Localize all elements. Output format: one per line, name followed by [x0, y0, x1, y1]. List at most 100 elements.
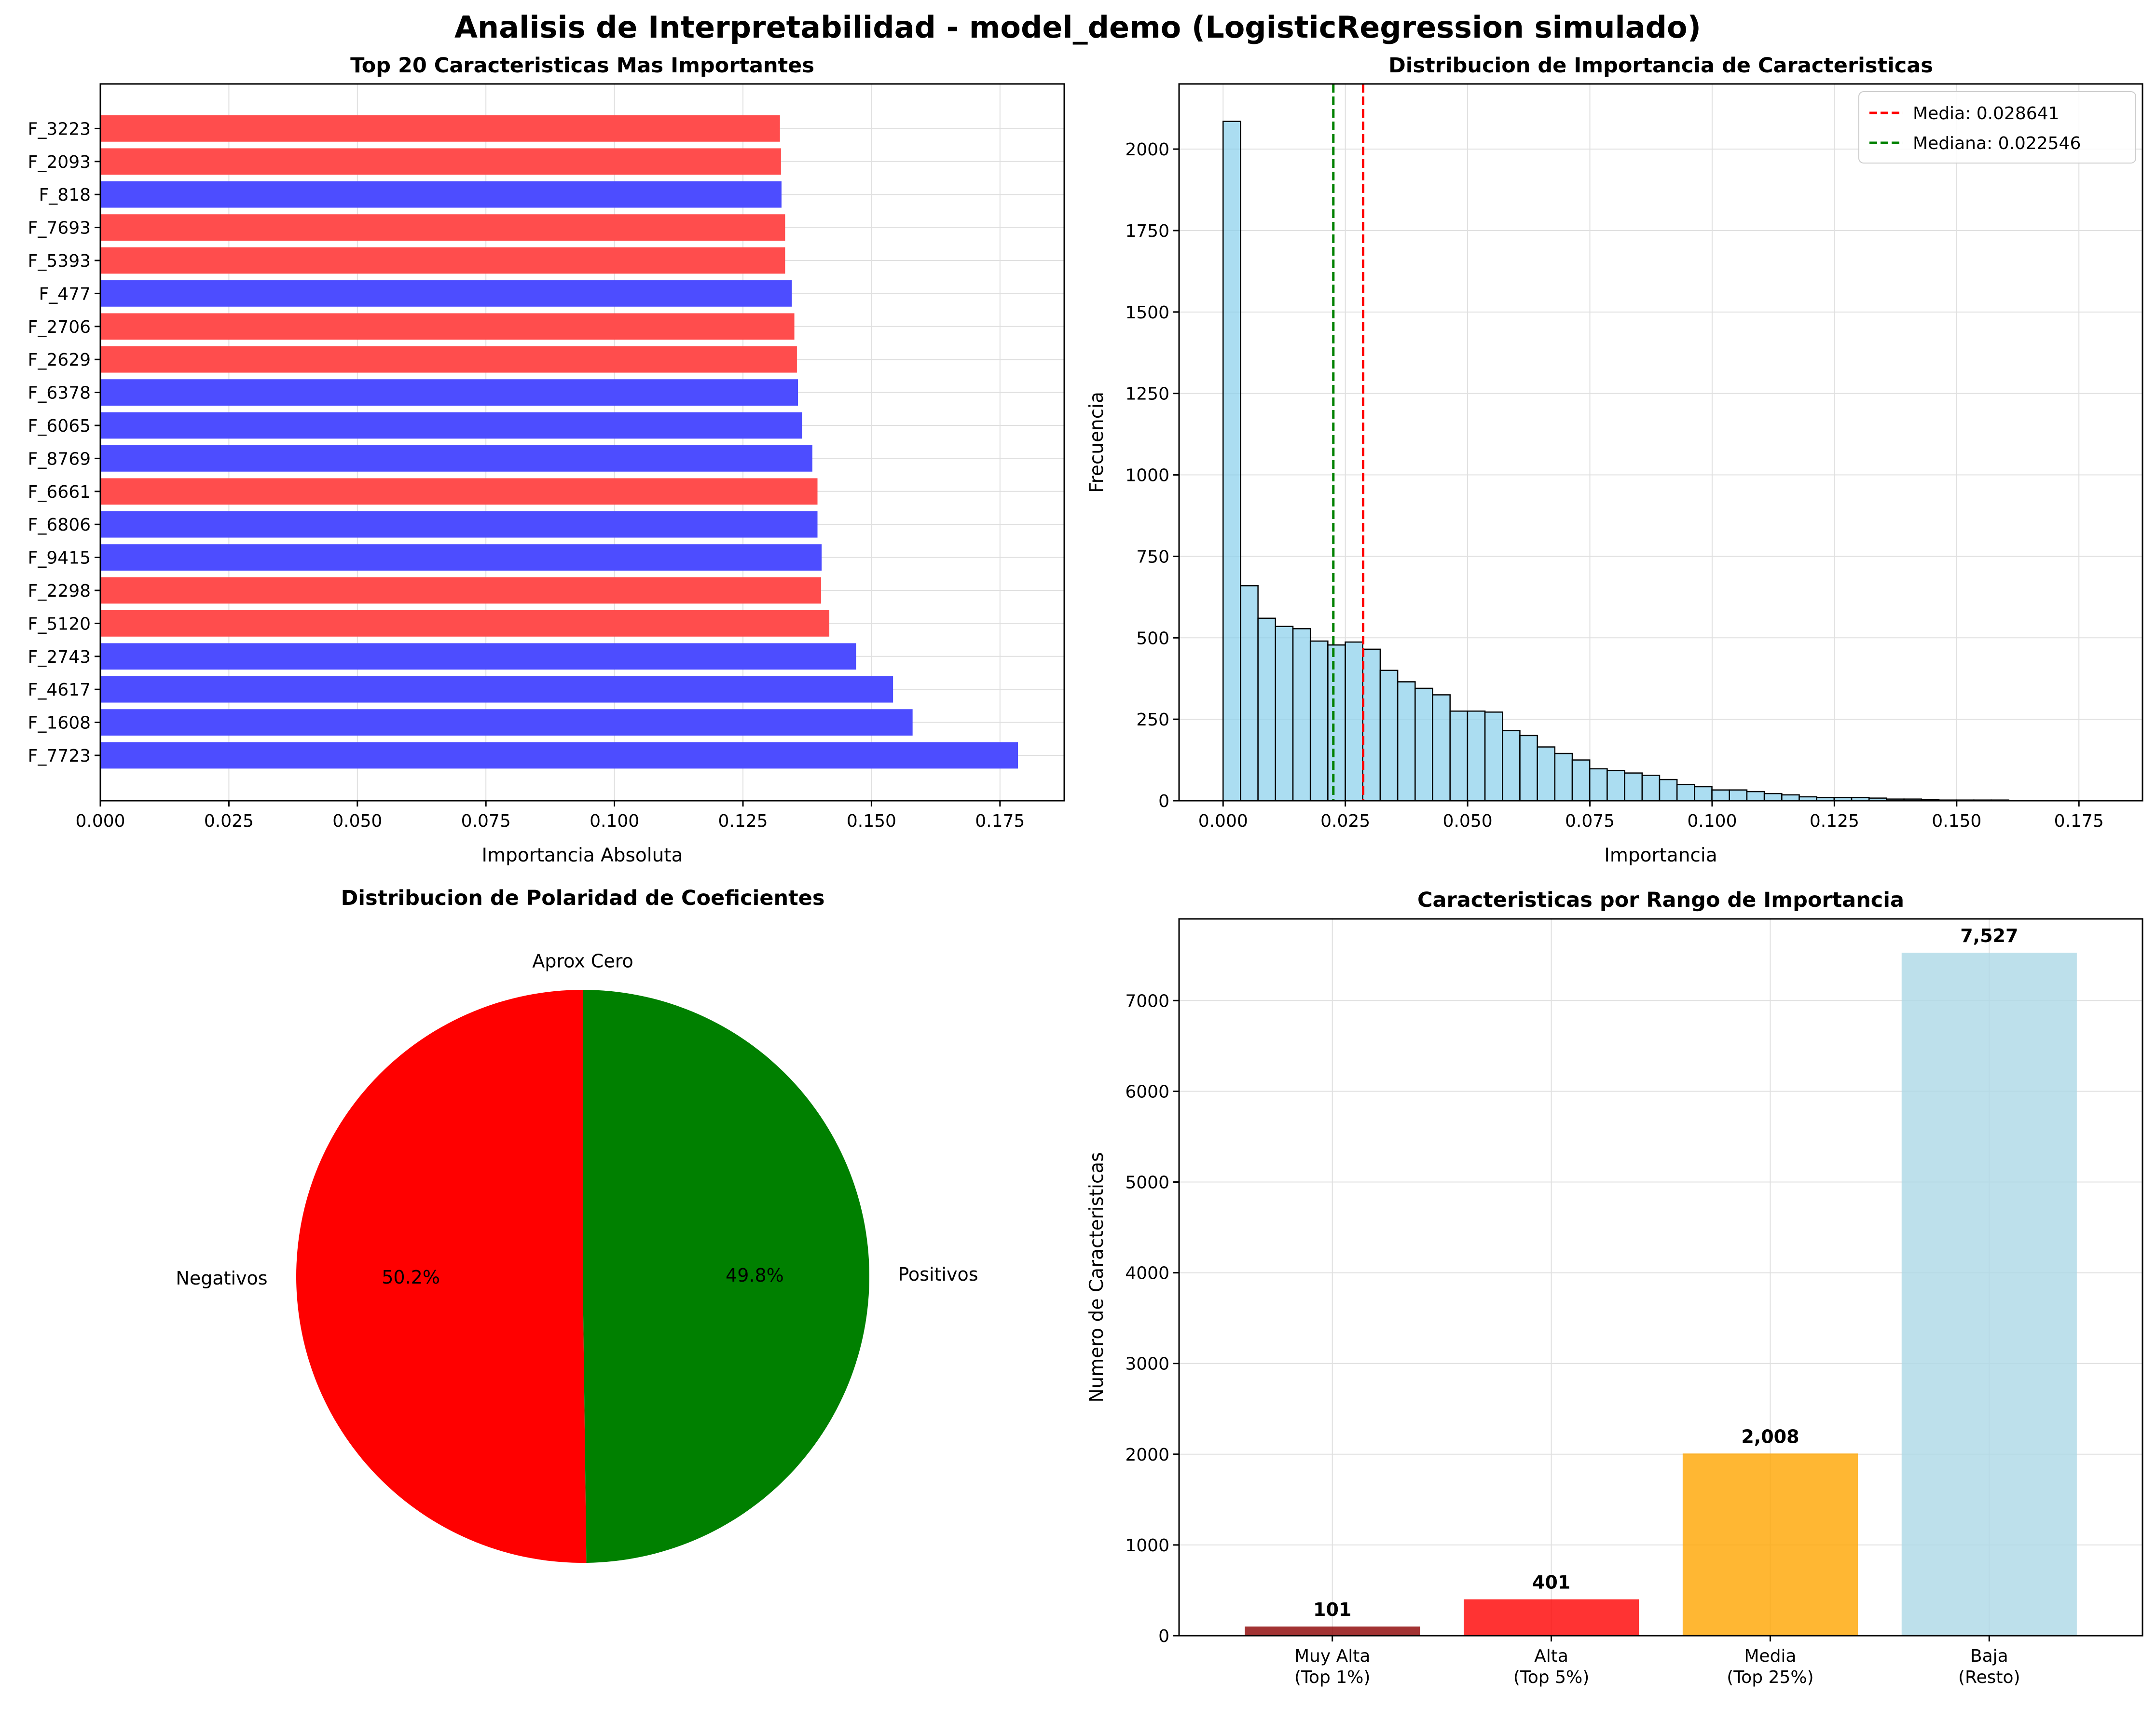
hist-bar	[1432, 694, 1451, 802]
ranges-tick-label-y: 4000	[1125, 1264, 1169, 1284]
hist-bar	[1467, 711, 1486, 802]
hist-bar	[1711, 789, 1730, 802]
top20-tick-label-x: 0.150	[847, 811, 896, 831]
top20-bar	[100, 214, 785, 241]
top20-tick-label-y: F_9415	[28, 548, 91, 568]
hist-tick-label-x: 0.175	[2054, 811, 2104, 831]
ranges-bar	[1682, 1453, 1858, 1636]
top20-bar	[100, 577, 821, 604]
ranges-bar	[1901, 953, 2077, 1636]
hist-legend-label: Mediana: 0.022546	[1913, 134, 2081, 153]
ranges-title: Caracteristicas por Rango de Importancia	[1417, 888, 1904, 912]
top20-axes-frame	[99, 83, 1065, 802]
pie-slice-positivos	[583, 990, 870, 1563]
ranges-tick-label-x: Alta (Top 5%)	[1513, 1646, 1589, 1687]
top20-tick-label-x: 0.100	[590, 811, 639, 831]
hist-tick-label-y: 1500	[1125, 303, 1169, 323]
top20-tick-label-y: F_6378	[28, 383, 91, 403]
top20-bar	[100, 148, 781, 175]
top20-bar	[100, 676, 893, 703]
hist-bar	[1607, 769, 1625, 802]
top20-tick-label-y: F_2298	[28, 581, 91, 601]
ranges-tick-label-x: Baja (Resto)	[1958, 1646, 2020, 1687]
top20-xlabel: Importancia Absoluta	[482, 845, 683, 866]
ranges-axes-frame	[1178, 918, 2143, 1637]
top20-bar	[100, 742, 1018, 769]
hist-tick-label-x: 0.075	[1565, 811, 1615, 831]
hist-bar	[1275, 626, 1294, 802]
hist-bar	[1309, 640, 1329, 802]
hist-bar	[1659, 779, 1678, 802]
hist-tick-label-y: 1250	[1125, 384, 1169, 404]
top20-bar	[100, 478, 818, 505]
ranges-value-label: 7,527	[1960, 925, 2018, 946]
top20-tick-label-x: 0.025	[204, 811, 254, 831]
top20-bar	[100, 445, 812, 472]
figure-title: Analisis de Interpretabilidad - model_de…	[454, 10, 1701, 45]
pie-slice-label: Positivos	[898, 1264, 978, 1285]
hist-bar	[1484, 711, 1503, 802]
top20-tick-label-y: F_2743	[28, 647, 91, 667]
hist-bar	[1763, 793, 1783, 802]
hist-bar	[1676, 783, 1695, 802]
hist-bar	[1397, 681, 1416, 802]
pie-slice-label: Negativos	[176, 1268, 267, 1289]
top20-tick-label-x: 0.175	[975, 811, 1025, 831]
hist-bar	[1641, 775, 1661, 802]
top20-bar	[100, 280, 792, 307]
top20-tick-label-y: F_1608	[28, 713, 91, 733]
hist-bar	[1624, 772, 1643, 802]
ranges-value-label: 101	[1313, 1599, 1351, 1620]
ranges-tick-label-y: 7000	[1125, 991, 1169, 1011]
hist-bar	[1362, 648, 1381, 802]
hist-bar	[1554, 752, 1573, 802]
hist-tick-label-x: 0.150	[1932, 811, 1981, 831]
top20-tick-label-y: F_477	[39, 284, 91, 304]
pie-slice-label: Aprox Cero	[532, 951, 633, 972]
hist-bar	[1502, 730, 1521, 802]
hist-bar	[1257, 617, 1277, 802]
hist-bar	[1571, 759, 1591, 802]
ranges-value-label: 401	[1532, 1572, 1570, 1593]
top20-tick-label-y: F_7723	[28, 746, 91, 766]
ranges-tick-label-y: 6000	[1125, 1082, 1169, 1102]
ranges-tick-label-x: Muy Alta (Top 1%)	[1294, 1646, 1370, 1687]
hist-bar	[1240, 585, 1259, 802]
hist-bar	[1379, 670, 1399, 802]
pie-slice-negativos	[296, 990, 587, 1563]
top20-bar	[100, 544, 822, 571]
top20-tick-label-x: 0.000	[75, 811, 125, 831]
top20-tick-label-x: 0.050	[332, 811, 382, 831]
top20-tick-label-y: F_5393	[28, 251, 91, 271]
ranges-tick-label-y: 3000	[1125, 1354, 1169, 1374]
pie-title: Distribucion de Polaridad de Coeficiente…	[341, 886, 825, 910]
ranges-ylabel: Numero de Caracteristicas	[1086, 1152, 1108, 1402]
top20-bar	[100, 412, 802, 439]
hist-legend-label: Media: 0.028641	[1913, 104, 2059, 123]
top20-bar	[100, 247, 785, 274]
ranges-tick-label-y: 5000	[1125, 1173, 1169, 1192]
top20-tick-label-y: F_6661	[28, 482, 91, 502]
top20-tick-label-y: F_818	[39, 185, 91, 205]
hist-tick-label-y: 1750	[1125, 221, 1169, 241]
top20-bar	[100, 610, 830, 637]
hist-bar	[1729, 789, 1748, 802]
hist-bar	[1414, 687, 1433, 802]
hist-tick-label-y: 2000	[1125, 140, 1169, 160]
pie-percent-label: 50.2%	[382, 1267, 440, 1288]
top20-bar	[100, 511, 818, 538]
hist-bar	[1746, 791, 1765, 802]
top20-tick-label-y: F_6065	[28, 416, 91, 436]
top20-tick-label-y: F_2093	[28, 152, 91, 172]
hist-bar	[1327, 644, 1346, 802]
ranges-tick-label-y: 0	[1158, 1627, 1169, 1646]
ranges-tick-label-y: 2000	[1125, 1445, 1169, 1465]
top20-title: Top 20 Caracteristicas Mas Importantes	[350, 54, 814, 78]
hist-bar	[1345, 641, 1363, 802]
hist-bar	[1781, 794, 1800, 802]
hist-tick-label-y: 250	[1136, 710, 1169, 730]
hist-title: Distribucion de Importancia de Caracteri…	[1388, 54, 1933, 78]
pie-percent-label: 49.8%	[726, 1265, 784, 1286]
hist-tick-label-x: 0.050	[1443, 811, 1493, 831]
